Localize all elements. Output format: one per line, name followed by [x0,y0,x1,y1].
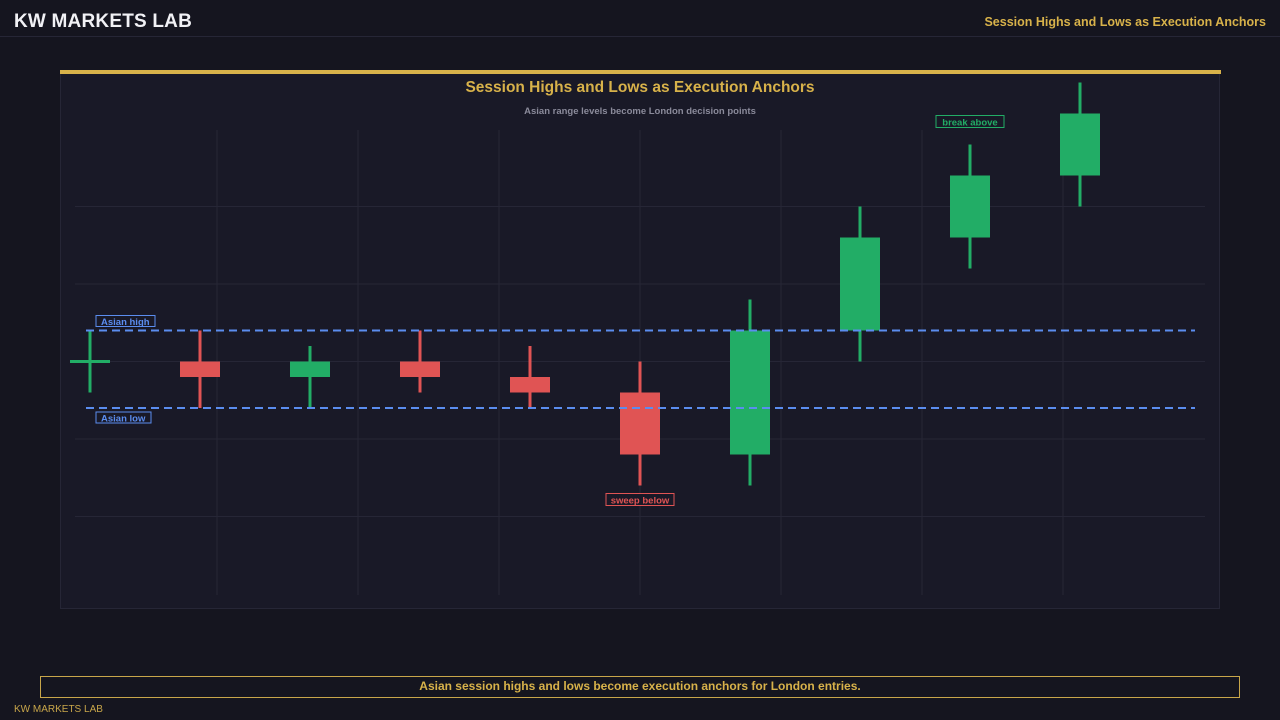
candle-body [840,237,880,331]
candle-body [510,377,550,393]
candle-body [950,175,990,238]
chart-subtitle: Asian range levels become London decisio… [524,106,756,117]
annotation-label: sweep below [611,496,670,507]
annotation-box [605,493,675,506]
session-level-label-box [95,411,152,424]
session-level-label: Asian high [101,317,150,328]
session-level-label: Asian low [101,414,146,425]
candle-body [400,361,440,377]
candle-body [180,361,220,377]
footer-caption: Asian session highs and lows become exec… [40,676,1240,698]
candle-body [730,330,770,455]
candle-body [290,361,330,377]
annotation-label: break above [942,118,997,129]
panel-accent-bar [60,70,1221,74]
candle-body [1060,113,1100,176]
footer-brand: KW MARKETS LAB [14,704,103,715]
candle-body [620,392,660,455]
chart-title: Session Highs and Lows as Execution Anch… [465,79,815,96]
session-level-label-box [95,315,156,327]
brand-title: KW MARKETS LAB [14,11,193,32]
top-bar: KW MARKETS LAB Session Highs and Lows as… [0,0,1280,37]
header-chart-title: Session Highs and Lows as Execution Anch… [984,15,1266,29]
annotation-box [935,115,1005,128]
